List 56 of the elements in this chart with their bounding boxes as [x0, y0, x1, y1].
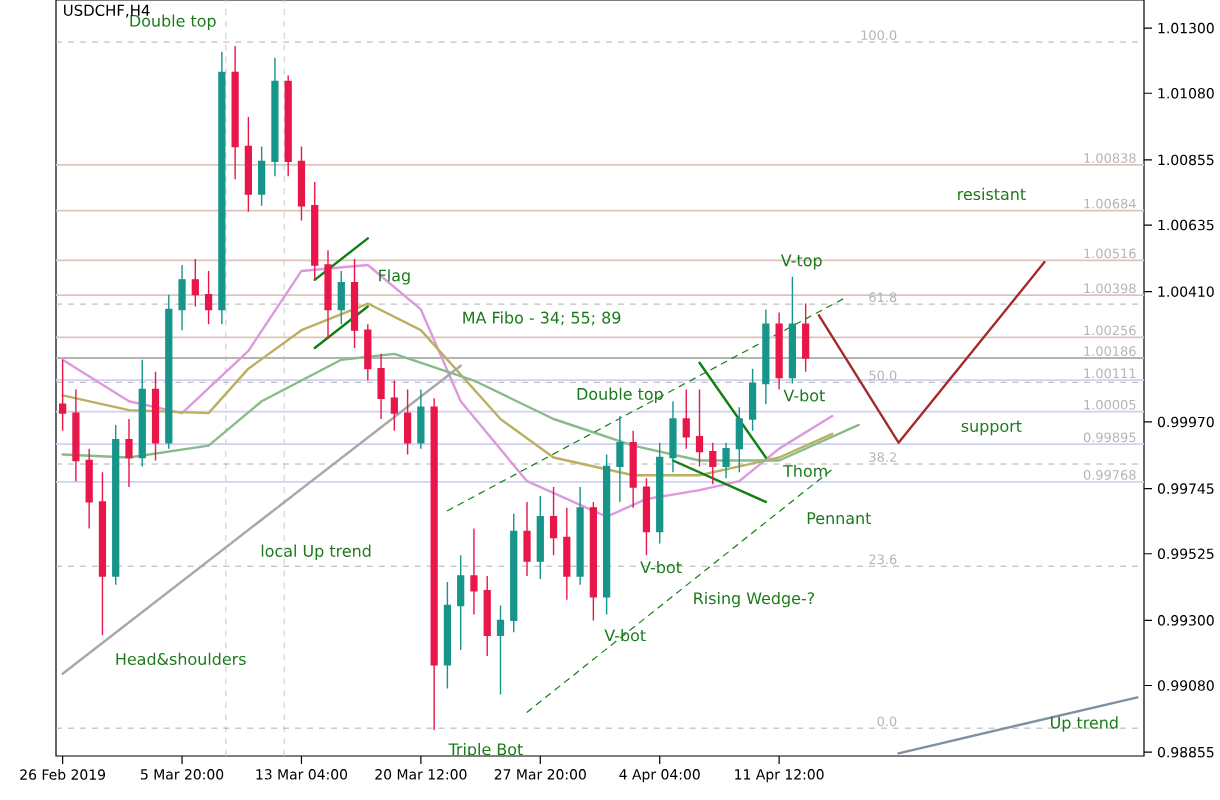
candlestick: [762, 308, 770, 405]
candlestick: [85, 447, 93, 530]
candlestick: [802, 302, 810, 373]
candlestick: [258, 145, 266, 207]
candlestick: [284, 74, 292, 177]
candlestick: [735, 406, 743, 474]
candlestick: [576, 486, 584, 586]
candlestick: [297, 145, 306, 222]
candlestick: [709, 442, 717, 485]
candlestick: [218, 51, 226, 325]
candlestick: [350, 258, 359, 349]
candlestick: [191, 258, 199, 308]
candlestick: [151, 370, 160, 462]
candlestick: [748, 367, 757, 432]
candlestick: [271, 57, 279, 177]
candlestick: [682, 388, 690, 450]
candlestick: [722, 442, 730, 479]
candlestick: [403, 388, 412, 456]
candlestick: [443, 581, 452, 690]
candlestick: [483, 575, 491, 657]
candlestick: [775, 311, 783, 391]
candlestick: [430, 397, 438, 731]
candlestick: [231, 45, 239, 180]
candlestick: [523, 501, 531, 577]
candlestick: [417, 388, 425, 450]
candlestick: [125, 418, 133, 488]
candlestick: [470, 527, 478, 616]
candlestick: [377, 353, 385, 420]
candlestick: [642, 477, 651, 556]
candlestick: [616, 415, 624, 503]
candlestick: [311, 181, 319, 281]
candlestick: [788, 276, 797, 385]
candlestick: [390, 379, 398, 432]
candlestick: [629, 430, 637, 509]
candlestick: [669, 400, 677, 474]
candlestick: [244, 116, 253, 213]
candlestick: [457, 554, 465, 651]
candlestick: [324, 249, 332, 340]
candlestick: [72, 388, 80, 482]
candlestick: [178, 264, 186, 331]
candlestick: [563, 507, 571, 601]
candlestick: [510, 513, 518, 633]
candlestick: [656, 442, 664, 545]
candlestick: [138, 359, 146, 468]
line-series: [61, 302, 834, 477]
candlestick: [204, 270, 213, 325]
candlestick: [589, 501, 597, 622]
line-series: [61, 352, 860, 462]
candlestick: [536, 495, 544, 580]
candlestick: [59, 359, 67, 432]
candlestick: [364, 323, 372, 382]
candlestick: [337, 270, 345, 325]
candlestick: [496, 604, 505, 696]
candlestick: [549, 486, 558, 556]
candlestick: [98, 471, 107, 636]
candlestick: [695, 388, 704, 468]
